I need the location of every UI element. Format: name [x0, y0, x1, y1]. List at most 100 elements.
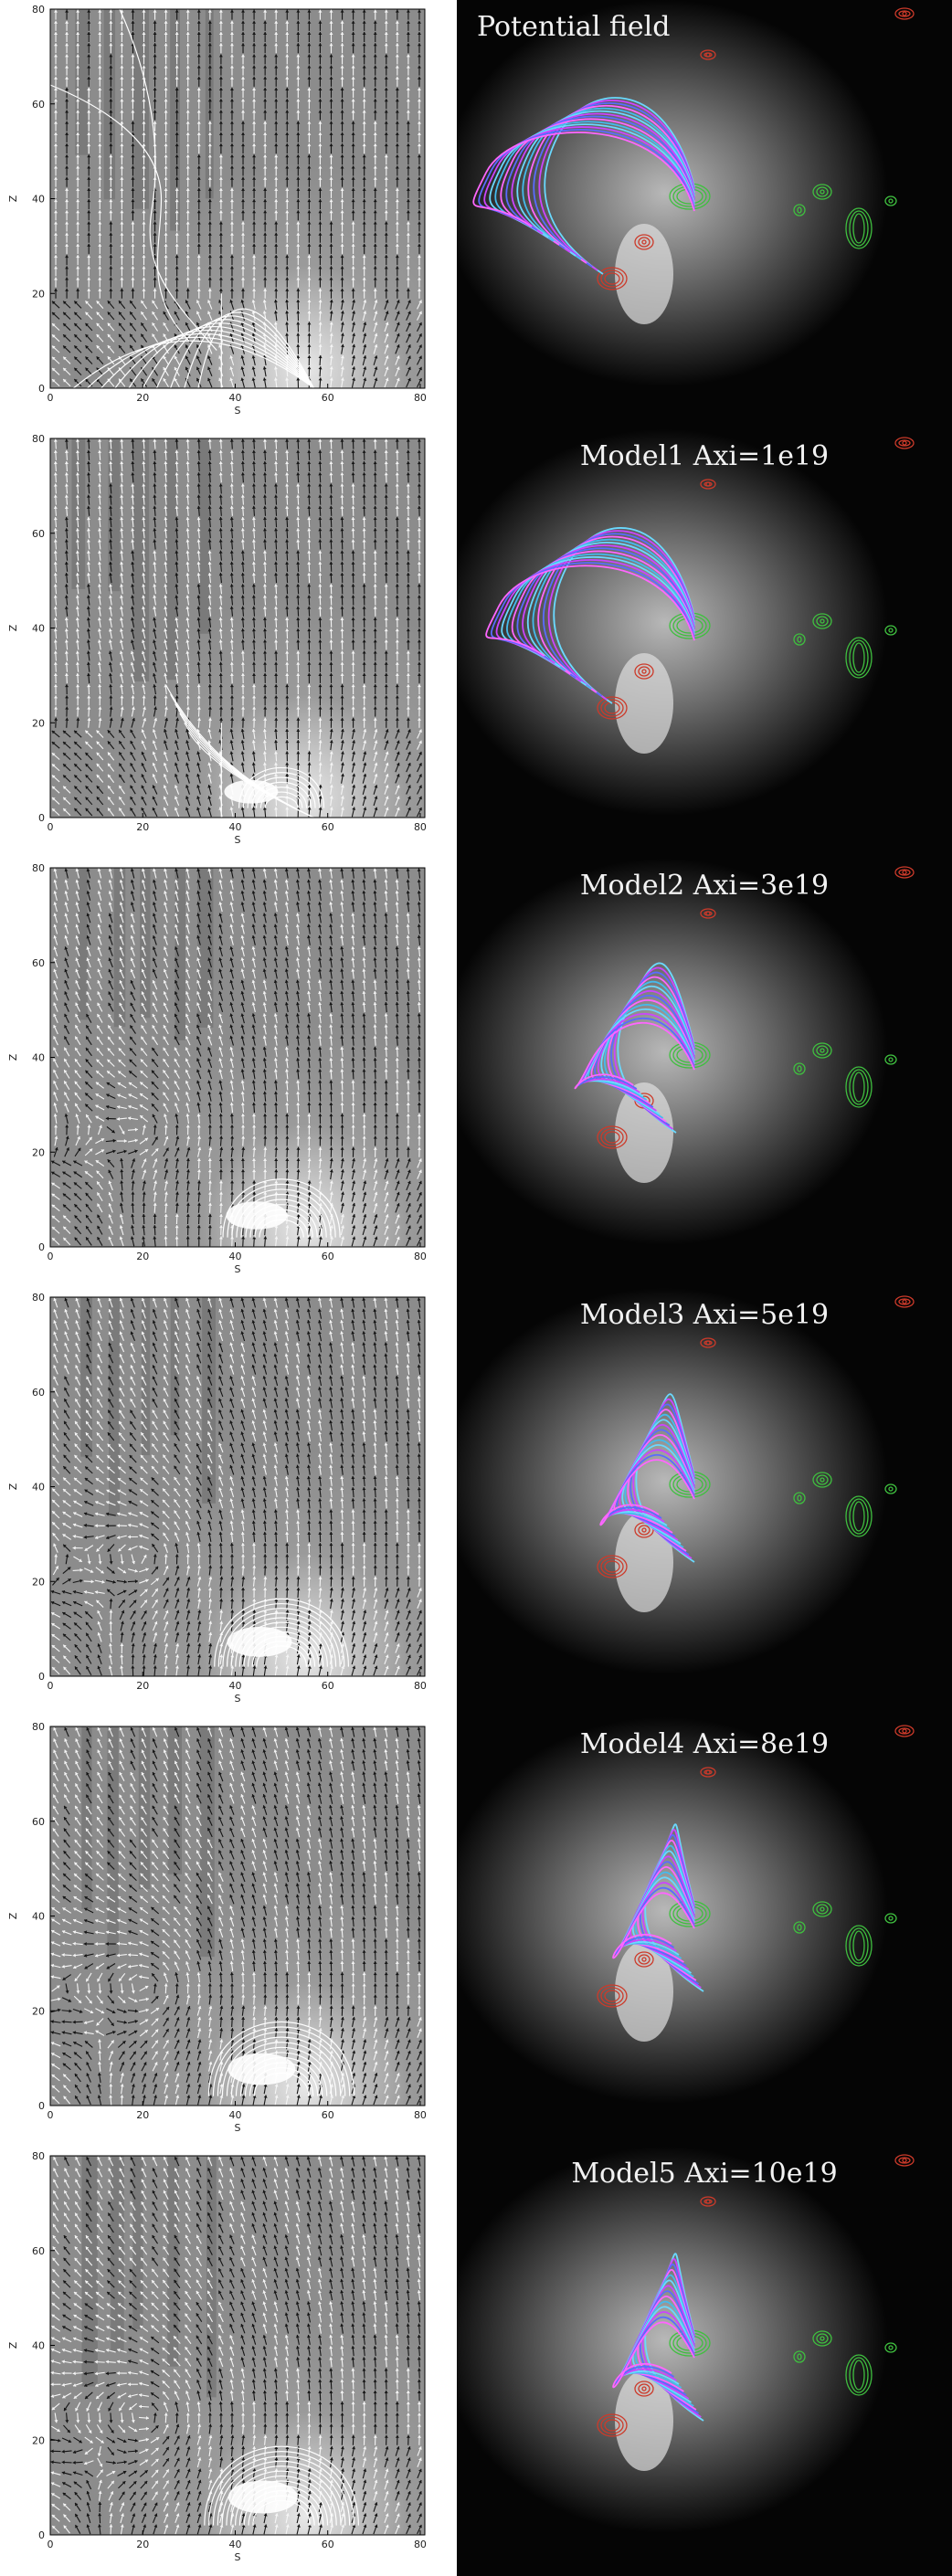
magnetic-contours [597, 437, 915, 720]
y-tick-label: 80 [32, 433, 45, 445]
y-tick-label: 80 [32, 1721, 45, 1733]
vector-field-panel: 0 20 40 60 80 0 20 40 60 80 S Z [0, 1288, 457, 1717]
y-tick-label: 0 [38, 2529, 45, 2541]
y-tick-label: 0 [38, 383, 45, 395]
x-axis-label: S [235, 1263, 241, 1275]
vector-field-plot: 0 20 40 60 80 0 20 40 60 80 S Z [7, 433, 427, 846]
figure-row: 0 20 40 60 80 0 20 40 60 80 S Z Model5 Axi=10e19 [0, 2147, 952, 2576]
euv-image-panel: Model5 Axi=10e19 [457, 2147, 952, 2576]
vector-field-panel: 0 20 40 60 80 0 20 40 60 80 S Z [0, 429, 457, 859]
bright-core [615, 1512, 673, 1612]
field-arrows [50, 868, 422, 1247]
bright-core [615, 653, 673, 754]
field-arrows [51, 9, 422, 388]
euv-image-panel: Model2 Axi=3e19 [457, 859, 952, 1288]
panel-label: Model1 Axi=1e19 [579, 440, 830, 472]
x-axis-label: S [235, 1693, 241, 1705]
y-tick-label: 60 [32, 2245, 45, 2257]
y-axis-label: Z [7, 1483, 19, 1490]
y-axis-label: Z [7, 195, 19, 202]
panel-label: Model3 Axi=5e19 [579, 1299, 830, 1331]
y-tick-label: 80 [32, 862, 45, 874]
figure-row: 0 20 40 60 80 0 20 40 60 80 S Z Model1 Axi=1e19 [0, 429, 952, 859]
bright-region [226, 1201, 288, 1230]
euv-image [457, 1717, 952, 2147]
x-tick-label: 40 [228, 2539, 241, 2550]
x-tick-label: 80 [414, 392, 427, 404]
vector-field-plot: 0 20 40 60 80 0 20 40 60 80 S Z [7, 2150, 427, 2563]
euv-image [457, 859, 952, 1288]
figure-row: 0 20 40 60 80 0 20 40 60 80 S Z Model2 Axi=3e19 [0, 859, 952, 1288]
vector-field-plot: 0 20 40 60 80 0 20 40 60 80 S Z [7, 1292, 427, 1705]
y-tick-label: 20 [32, 1146, 45, 1158]
x-axis-label: S [235, 2122, 241, 2134]
x-tick-label: 20 [136, 1251, 149, 1262]
magnetic-contours [597, 2154, 915, 2437]
x-tick-label: 60 [322, 1251, 334, 1262]
y-axis-label: Z [7, 1053, 19, 1061]
y-tick-label: 40 [32, 1482, 45, 1494]
field-lines [49, 8, 315, 389]
y-tick-label: 20 [32, 717, 45, 729]
euv-image [457, 2147, 952, 2576]
bright-core [615, 2370, 673, 2471]
x-tick-label: 0 [48, 2539, 54, 2550]
figure-row: 0 20 40 60 80 0 20 40 60 80 S Z Model4 Axi=8e19 [0, 1717, 952, 2147]
field-arrows [51, 438, 422, 818]
y-tick-label: 60 [32, 528, 45, 540]
vector-field-panel: 0 20 40 60 80 0 20 40 60 80 S Z [0, 859, 457, 1288]
vector-field-plot: 0 20 40 60 80 0 20 40 60 80 S Z [7, 862, 427, 1275]
plot-background [50, 1297, 425, 1676]
field-arrows [50, 1726, 422, 2106]
euv-image [457, 429, 952, 859]
y-tick-label: 0 [38, 1241, 45, 1253]
x-tick-label: 20 [136, 392, 149, 404]
x-tick-label: 80 [414, 2539, 427, 2550]
vector-field-plot: 0 20 40 60 80 0 20 40 60 80 S Z [7, 1721, 427, 2134]
y-tick-label: 60 [32, 1387, 45, 1399]
x-tick-label: 60 [322, 1680, 334, 1692]
x-tick-label: 0 [48, 392, 54, 404]
plot-background [50, 868, 425, 1247]
y-tick-label: 20 [32, 2005, 45, 2017]
y-tick-label: 80 [32, 2150, 45, 2162]
x-tick-label: 60 [322, 2539, 334, 2550]
y-axis-label: Z [7, 2341, 19, 2349]
magnetic-contours [597, 1295, 915, 1578]
x-tick-label: 20 [136, 2109, 149, 2121]
model-field-lines [599, 1393, 695, 1563]
x-tick-label: 80 [414, 1251, 427, 1262]
y-tick-label: 0 [38, 2100, 45, 2112]
y-tick-label: 40 [32, 1911, 45, 1923]
x-tick-label: 60 [322, 821, 334, 833]
y-tick-label: 20 [32, 2434, 45, 2446]
x-axis-label: S [235, 834, 241, 846]
euv-image [457, 1288, 952, 1717]
vector-field-panel: 0 20 40 60 80 0 20 40 60 80 S Z [0, 1717, 457, 2147]
bright-region [227, 1626, 292, 1657]
y-tick-label: 60 [32, 957, 45, 969]
x-tick-label: 20 [136, 2539, 149, 2550]
model-field-lines [574, 962, 695, 1134]
figure-row: 0 20 40 60 80 0 20 40 60 80 S Z Model3 Axi=5e19 [0, 1288, 952, 1717]
euv-image-panel: Model4 Axi=8e19 [457, 1717, 952, 2147]
field-arrows [50, 2156, 422, 2535]
y-tick-label: 0 [38, 812, 45, 824]
y-tick-label: 80 [32, 4, 45, 16]
model-field-lines [612, 1823, 704, 1992]
vector-field-plot: 0 20 40 60 80 0 20 40 60 80 S Z [7, 4, 427, 417]
euv-image-panel: Model3 Axi=5e19 [457, 1288, 952, 1717]
x-tick-label: 80 [414, 1680, 427, 1692]
x-tick-label: 40 [228, 2109, 241, 2121]
x-tick-label: 60 [322, 2109, 334, 2121]
x-tick-label: 80 [414, 2109, 427, 2121]
x-axis-label: S [235, 2551, 241, 2563]
figure-row: 0 20 40 60 80 0 20 40 60 80 S Z Potential field [0, 0, 952, 429]
y-tick-label: 40 [32, 2340, 45, 2352]
plot-background [50, 438, 425, 818]
euv-image-panel: Model1 Axi=1e19 [457, 429, 952, 859]
model-field-lines [485, 527, 695, 704]
x-tick-label: 60 [322, 392, 334, 404]
x-tick-label: 40 [228, 392, 241, 404]
x-tick-label: 40 [228, 821, 241, 833]
